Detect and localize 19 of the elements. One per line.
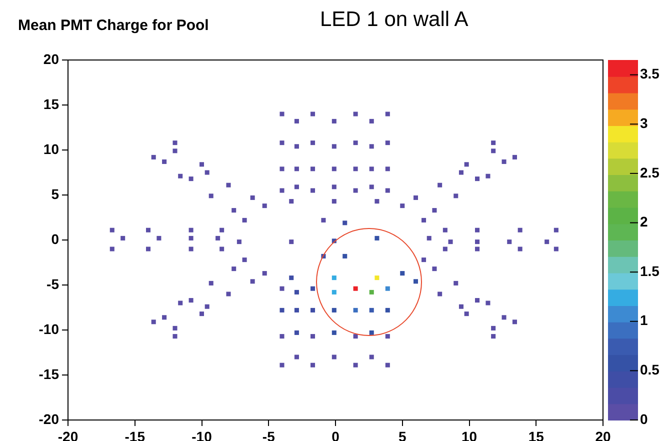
y-tick-label: 5 [51, 186, 60, 202]
y-tick-label: -20 [38, 410, 60, 427]
y-tick-label: -15 [38, 366, 60, 382]
color-bar-label: 3.5 [640, 66, 660, 82]
chart-subtitle: LED 1 on wall A [320, 8, 468, 32]
color-bar-label: 1.5 [640, 262, 660, 279]
color-bar-label: 2 [640, 214, 648, 230]
y-tick-label: 0 [51, 230, 60, 247]
color-bar-label: 0 [640, 410, 648, 427]
y-tick-label: 10 [43, 140, 60, 157]
color-bar-label: 1 [640, 312, 648, 328]
color-bar-label: 0.5 [640, 362, 660, 378]
y-tick-label: -5 [46, 276, 60, 292]
color-bar-label: 2.5 [640, 164, 660, 180]
y-tick-label: 15 [43, 96, 60, 112]
color-bar-label: 3 [640, 114, 648, 131]
y-tick-label: -10 [38, 320, 60, 337]
y-tick-label: 20 [43, 50, 60, 67]
chart-title: Mean PMT Charge for Pool [18, 17, 209, 34]
